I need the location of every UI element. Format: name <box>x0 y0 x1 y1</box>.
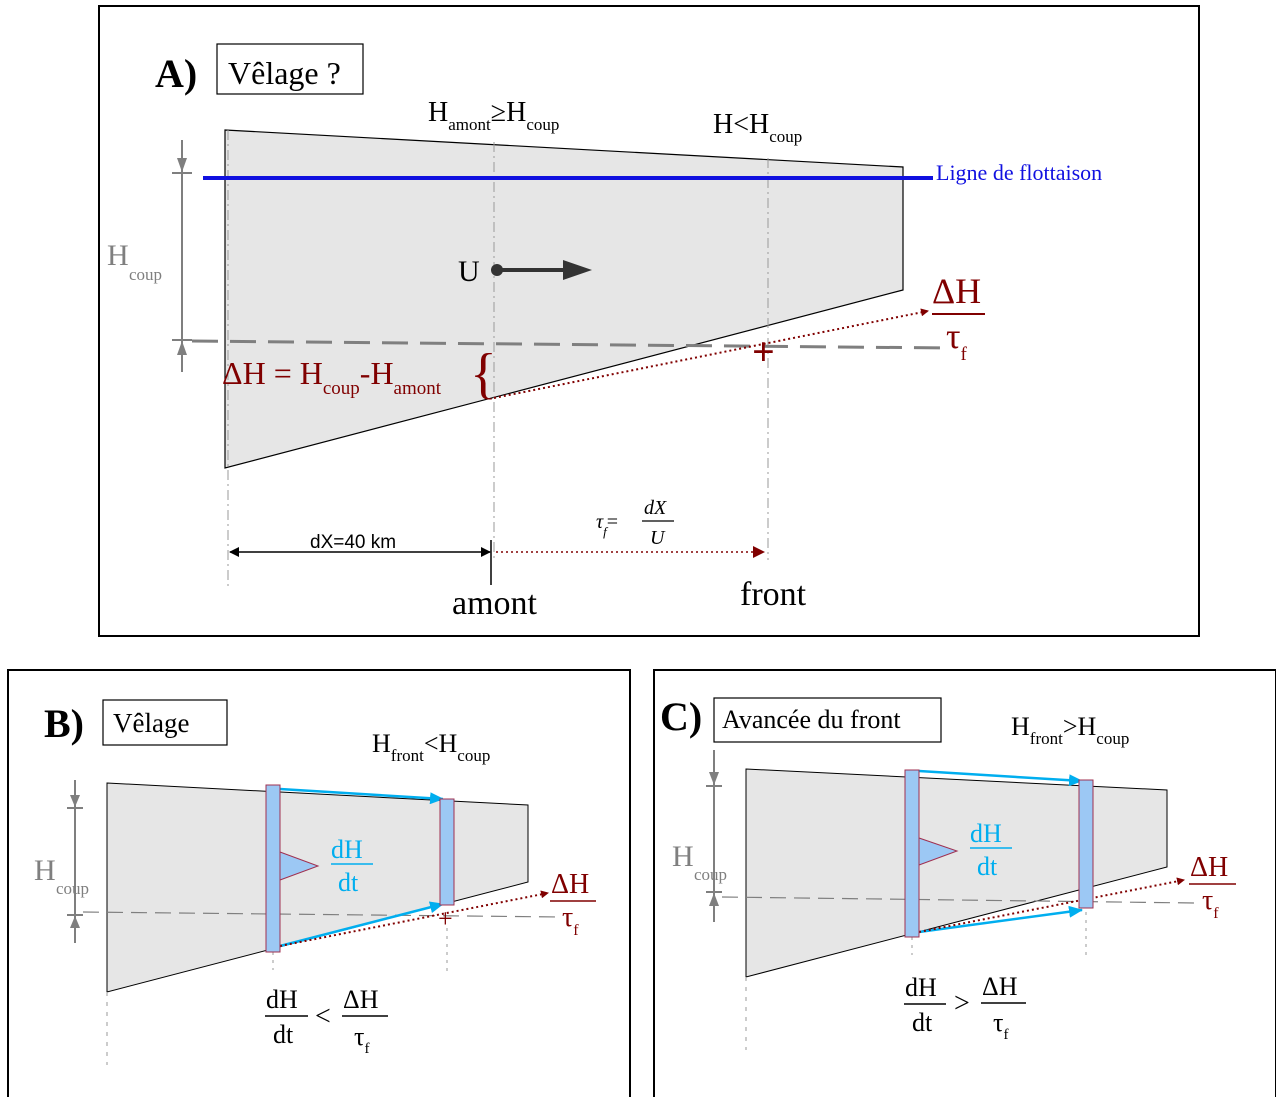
panel-c-ineq-operator: > <box>954 988 970 1019</box>
panel-a-amont-label: amont <box>452 585 538 622</box>
panel-b-rate-denominator: dt <box>338 868 359 897</box>
panel-a-front-plus-marker: + <box>752 329 775 374</box>
panel-b-ineq-rhs-denominator: τf <box>354 1022 369 1057</box>
panel-b-ineq-lhs-numerator: dH <box>266 985 298 1014</box>
panel-b-flux-triangle <box>279 851 320 881</box>
panel-a-dh-equation: ΔH = Hcoup-Hamont <box>222 355 442 399</box>
panel-a-hcoup-label: Hcoup <box>107 239 162 284</box>
panel-a-ratio-numerator: ΔH <box>932 271 981 311</box>
panel-b-column-front <box>439 798 455 906</box>
panel-c-glacier-body <box>745 768 1168 978</box>
panel-b-hcoup-arrow-down <box>70 795 80 807</box>
panel-b: B) Vêlage Hfront<Hcoup Hcoup + dH dt ΔH <box>7 669 631 1097</box>
panel-a-dh-brace: { <box>470 343 497 405</box>
panel-c-hcoup-arrow-up <box>709 893 719 906</box>
panel-a: A) Vêlage ? Ligne de flottaison Hamont≥H… <box>98 5 1200 637</box>
panel-b-ineq-rhs-numerator: ΔH <box>343 985 379 1014</box>
panel-c-title-box <box>713 697 942 743</box>
panel-c-ineq-rhs-denominator: τf <box>993 1008 1008 1043</box>
panel-a-hcoup-arrow-down <box>177 158 187 172</box>
panel-a-tau-denominator: U <box>650 527 666 549</box>
panel-b-ratio-numerator: ΔH <box>551 869 589 900</box>
panel-a-velocity-arrow-head <box>563 260 592 280</box>
panel-b-title-box <box>102 699 228 746</box>
panel-c-flux-triangle <box>918 837 959 866</box>
panel-a-letter: A) <box>155 51 197 96</box>
panel-b-ineq-operator: < <box>315 1001 331 1032</box>
panel-c-frame <box>653 669 1276 1097</box>
panel-a-waterline-label: Ligne de flottaison <box>936 160 1102 185</box>
panel-b-hcoup-arrow-up <box>70 916 80 928</box>
panel-b-hcoup-level-line <box>82 911 561 918</box>
panel-c-condition: Hfront>Hcoup <box>1011 712 1129 748</box>
panel-c-hcoup-arrow-down <box>709 772 719 785</box>
panel-b-title: Vêlage <box>113 708 189 738</box>
panel-a-front-label: front <box>740 576 807 613</box>
panel-c-ineq-lhs-denominator: dt <box>912 1008 933 1037</box>
panel-b-rate-projection <box>279 890 549 947</box>
panel-a-title: Vêlage ? <box>228 55 341 91</box>
panel-a-dx-label: dX=40 km <box>310 532 396 553</box>
panel-b-hcoup-label: Hcoup <box>34 854 89 898</box>
panel-b-column-upstream <box>265 784 281 953</box>
panel-c-title: Avancée du front <box>722 705 901 734</box>
panel-c-ineq-lhs-numerator: dH <box>905 973 937 1002</box>
panel-b-flux-arrow-top <box>279 787 444 805</box>
panel-a-velocity-label: U <box>458 255 480 288</box>
panel-a-frame <box>98 5 1200 637</box>
panel-c-rate-denominator: dt <box>977 852 998 881</box>
panel-b-rate-numerator: dH <box>331 835 363 864</box>
panel-a-tau-lhs: τf= <box>596 511 618 539</box>
panel-c-rate-numerator: dH <box>970 819 1002 848</box>
panel-c-ratio-denominator: τf <box>1202 885 1219 922</box>
panel-c-column-front <box>1078 779 1094 909</box>
panel-a-hcoup-arrow-up <box>177 341 187 355</box>
panel-c-letter: C) <box>660 694 702 739</box>
panel-c-ratio-numerator: ΔH <box>1190 852 1228 883</box>
panel-b-condition: Hfront<Hcoup <box>372 729 490 765</box>
panel-c: C) Avancée du front Hfront>Hcoup Hcoup d… <box>653 669 1276 1097</box>
panel-a-title-box <box>216 43 364 95</box>
panel-c-hcoup-label: Hcoup <box>672 840 727 884</box>
panel-a-h-amont-condition: Hamont≥Hcoup <box>428 97 559 134</box>
panel-b-ratio-denominator: τf <box>562 902 579 939</box>
panel-a-rate-projection <box>493 308 929 399</box>
panel-c-flux-arrow-top <box>918 769 1083 787</box>
panel-b-plus-marker: + <box>438 904 453 933</box>
panel-c-column-upstream <box>904 769 920 938</box>
panel-a-hcoup-level-line <box>191 339 951 350</box>
panel-c-ineq-rhs-numerator: ΔH <box>982 972 1018 1001</box>
panel-b-letter: B) <box>44 701 84 746</box>
panel-b-frame <box>7 669 631 1097</box>
panel-b-flux-arrow-bottom <box>279 901 444 948</box>
panel-a-ratio-denominator: τf <box>946 316 967 365</box>
panel-a-h-front-condition: H<Hcoup <box>713 109 802 146</box>
panel-c-flux-arrow-bottom <box>918 905 1083 934</box>
panel-b-ineq-lhs-denominator: dt <box>273 1020 294 1049</box>
panel-a-tau-numerator: dX <box>644 497 667 519</box>
panel-c-hcoup-level-line <box>721 896 1196 904</box>
panel-a-glacier-body <box>224 129 904 469</box>
panel-b-glacier-body <box>106 782 529 993</box>
panel-c-rate-projection <box>918 877 1185 933</box>
